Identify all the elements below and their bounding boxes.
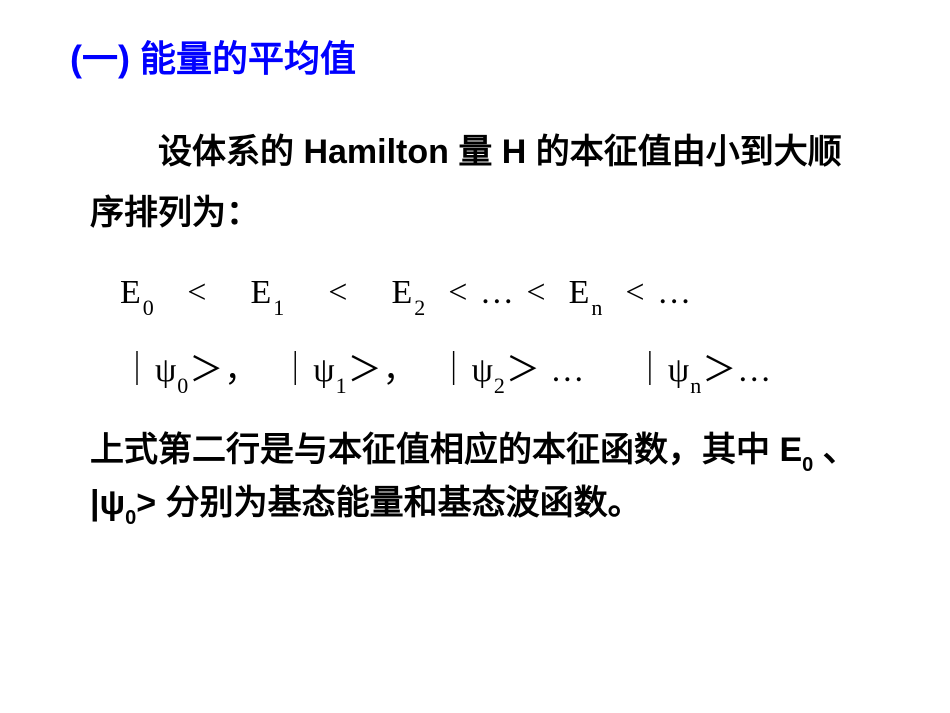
sub-1: 1 (273, 295, 286, 320)
E-symbol: E (391, 274, 414, 311)
comma: ， (224, 352, 259, 389)
ket-bar: ｜ (437, 352, 472, 389)
ket-bar: ｜ (120, 352, 155, 389)
ket-bar: ｜ (633, 352, 668, 389)
sub-0: 0 (802, 454, 813, 476)
lt: < (448, 274, 469, 311)
psi: ψ (668, 352, 690, 389)
intro-paragraph: 设体系的 Hamilton 量 H 的本征值由小到大顺序排列为： (40, 122, 910, 244)
math-equations: E0 < E1 < E2 < … < En < … ｜ψ0＞， ｜ψ1＞， ｜ψ… (40, 274, 910, 395)
sub-1: 1 (336, 373, 348, 398)
ket: ＞ (702, 352, 737, 389)
dots: … (550, 352, 585, 389)
sub-0: 0 (177, 373, 189, 398)
dots: … (480, 274, 516, 311)
sub-0: 0 (125, 507, 136, 529)
E-symbol: E (250, 274, 273, 311)
section-heading: (一) 能量的平均值 (40, 30, 910, 82)
E-symbol: E (120, 274, 143, 311)
ket: ＞ (348, 352, 383, 389)
lt: < (526, 274, 547, 311)
para2-text1: 上式第二行是与本征值相应的本征函数，其中 E (90, 431, 802, 469)
psi: ψ (472, 352, 494, 389)
sub-2: 2 (414, 295, 427, 320)
dots: … (737, 352, 772, 389)
dots: … (657, 274, 693, 311)
lt: < (187, 274, 208, 311)
sub-n: n (690, 373, 702, 398)
ket: ＞ (189, 352, 224, 389)
sub-0: 0 (143, 295, 156, 320)
lt: < (625, 274, 646, 311)
E-symbol: E (569, 274, 592, 311)
psi: ψ (155, 352, 177, 389)
psi: ψ (313, 352, 335, 389)
lt: < (328, 274, 349, 311)
ket: ＞ (506, 352, 541, 389)
eigenfunction-list: ｜ψ0＞， ｜ψ1＞， ｜ψ2＞ … ｜ψn＞… (120, 342, 910, 395)
explanation-paragraph: 上式第二行是与本征值相应的本征函数，其中 E0 、 |ψ0> 分别为基态能量和基… (40, 425, 910, 531)
sub-2: 2 (494, 373, 506, 398)
energy-ordering: E0 < E1 < E2 < … < En < … (120, 274, 910, 317)
para2-text3: > 分别为基态能量和基态波函数。 (136, 484, 641, 522)
comma: ， (383, 352, 418, 389)
sub-n: n (591, 295, 604, 320)
ket-bar: ｜ (278, 352, 313, 389)
